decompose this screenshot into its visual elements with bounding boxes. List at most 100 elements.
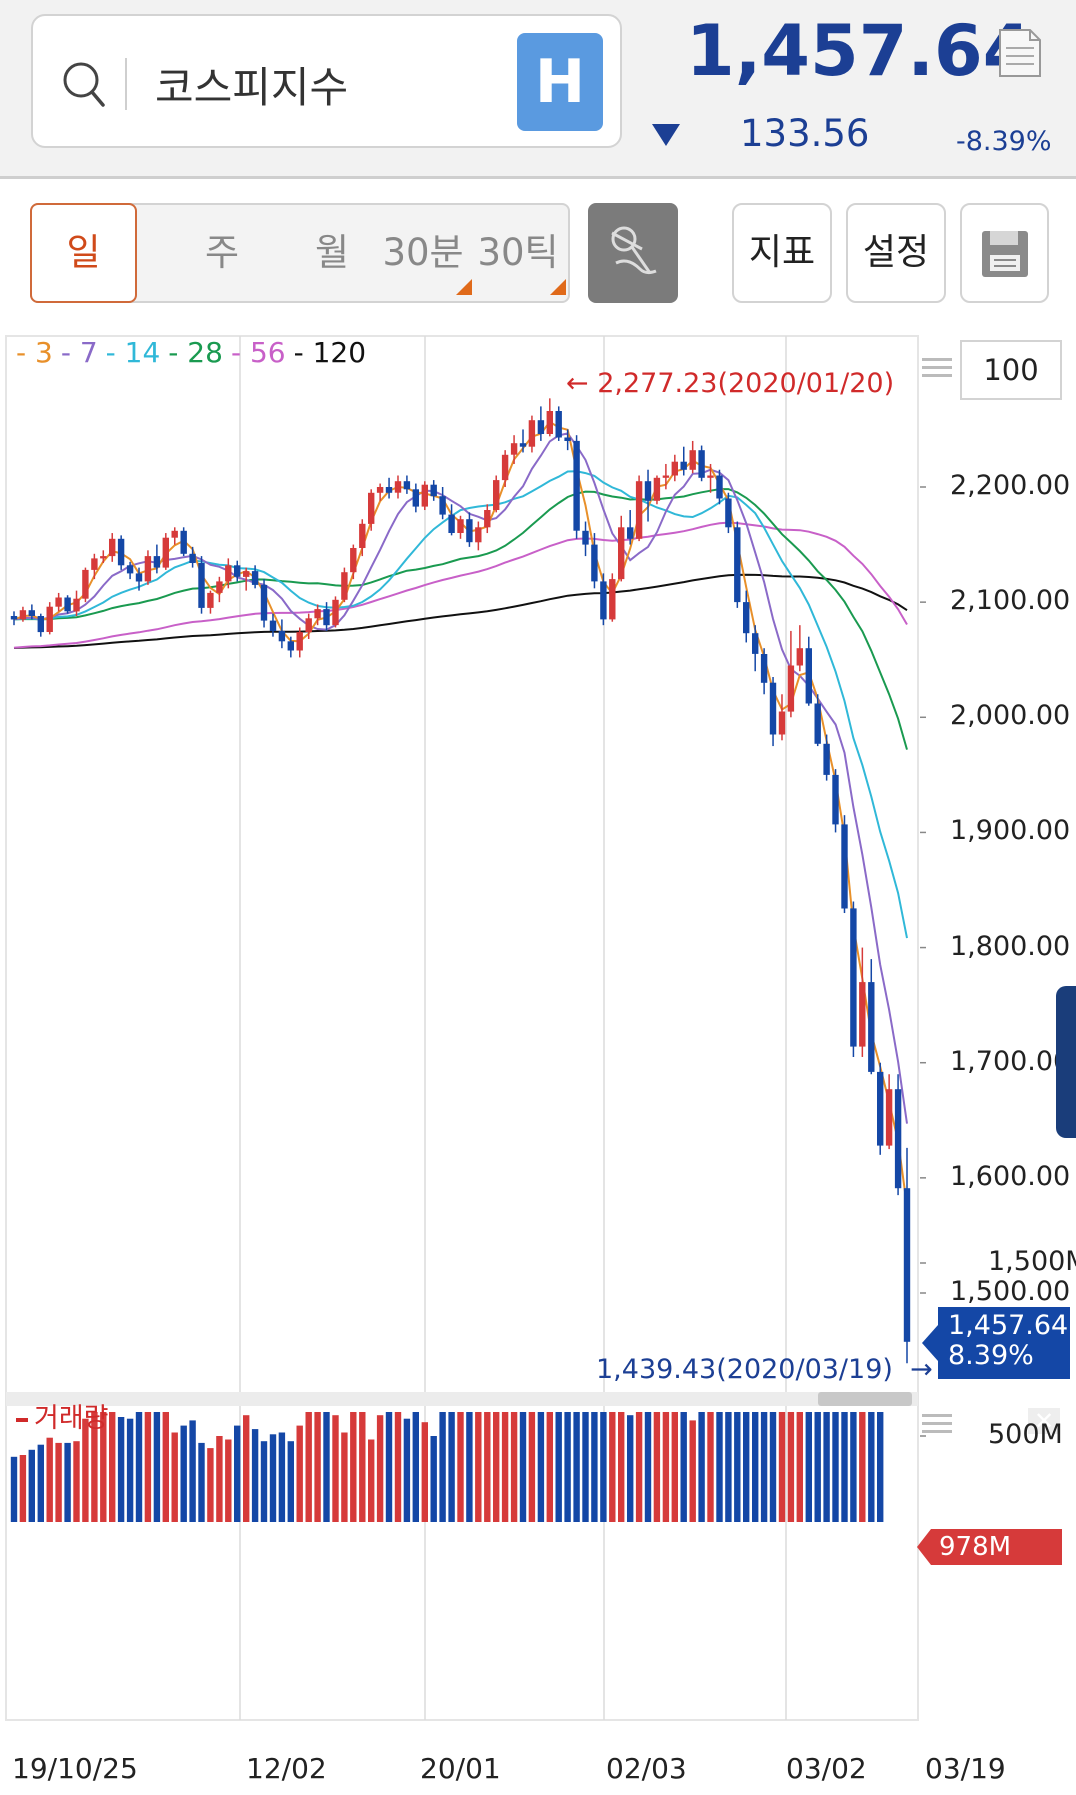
dropdown-corner-icon xyxy=(456,279,472,295)
volume-bar xyxy=(251,1429,259,1522)
candle xyxy=(859,982,866,1047)
volume-bar xyxy=(484,1412,491,1522)
candle xyxy=(421,484,428,507)
legend-item-ma28[interactable]: ‑ 28 xyxy=(168,336,223,369)
price-chart[interactable] xyxy=(0,330,1076,1750)
candle xyxy=(19,610,27,620)
candle xyxy=(725,498,732,528)
legend-item-ma7[interactable]: ‑ 7 xyxy=(60,336,98,369)
volume-bar xyxy=(823,1412,830,1522)
volume-bar xyxy=(787,1412,795,1522)
candle xyxy=(564,437,571,441)
volume-bar xyxy=(716,1412,723,1522)
search-input[interactable]: 코스피지수 xyxy=(155,63,349,112)
candle xyxy=(216,581,223,593)
candle xyxy=(234,565,241,577)
candle xyxy=(135,573,143,582)
volume-bar xyxy=(198,1442,205,1522)
period-30min-tab[interactable]: 30분 xyxy=(368,205,478,301)
document-icon[interactable] xyxy=(998,28,1042,78)
volume-bar xyxy=(162,1412,169,1522)
candle xyxy=(100,556,107,559)
settings-button[interactable]: 설정 xyxy=(846,203,946,303)
zoom-input[interactable]: 100 xyxy=(960,340,1062,400)
candle xyxy=(868,982,875,1072)
candle xyxy=(305,618,312,633)
side-panel-handle[interactable] xyxy=(1056,986,1076,1138)
volume-bar xyxy=(769,1412,777,1522)
candle xyxy=(180,530,187,554)
volume-bar xyxy=(814,1412,821,1522)
volume-bar xyxy=(466,1412,473,1522)
candle xyxy=(126,565,134,574)
legend-item-ma14[interactable]: ‑ 14 xyxy=(105,336,161,369)
period-30tick-tab[interactable]: 30틱 xyxy=(464,205,572,301)
menu-icon[interactable] xyxy=(922,356,952,380)
volume-bar xyxy=(305,1412,312,1522)
period-30tick-label: 30틱 xyxy=(477,231,559,274)
volume-menu-icon[interactable] xyxy=(922,1412,952,1436)
volume-bar xyxy=(680,1412,687,1522)
volume-bar xyxy=(109,1412,116,1522)
volume-bar xyxy=(296,1425,303,1522)
period-week-tab[interactable]: 주 xyxy=(204,231,240,274)
period-month-tab[interactable]: 월 xyxy=(314,231,350,274)
volume-bar xyxy=(207,1448,214,1522)
price-axis-tick: 1,600.00 xyxy=(950,1160,1071,1192)
candle xyxy=(885,1089,893,1146)
period-day-tab[interactable]: 일 xyxy=(30,203,137,303)
volume-bar xyxy=(573,1412,580,1522)
current-price-flag-pct: 8.39% xyxy=(948,1340,1034,1371)
candle xyxy=(225,565,232,582)
search-icon[interactable] xyxy=(59,56,109,112)
candle xyxy=(359,523,366,548)
dropdown-corner-icon xyxy=(550,279,566,295)
volume-bar xyxy=(519,1412,527,1522)
indicator-button[interactable]: 지표 xyxy=(732,203,832,303)
price-change-percent: -8.39% xyxy=(956,126,1052,157)
candle xyxy=(269,620,277,631)
candle xyxy=(323,609,330,626)
search-box[interactable]: 코스피지수 H xyxy=(31,14,622,148)
volume-bar xyxy=(850,1412,857,1522)
candle xyxy=(519,443,527,447)
drawing-tool-button[interactable] xyxy=(588,203,678,303)
search-divider xyxy=(125,58,127,110)
candle xyxy=(805,648,812,704)
save-icon xyxy=(982,231,1028,277)
candle xyxy=(37,616,44,633)
candle xyxy=(796,648,803,666)
close-volume-icon[interactable]: ✕ xyxy=(1028,1408,1060,1434)
volume-bar xyxy=(323,1412,330,1522)
candle xyxy=(332,599,339,626)
ma-line-120 xyxy=(13,573,908,649)
volume-bar xyxy=(796,1412,803,1522)
candle xyxy=(618,527,625,580)
candle xyxy=(260,584,268,621)
legend-item-ma120[interactable]: ‑ 120 xyxy=(293,336,367,369)
candle xyxy=(662,475,670,478)
date-axis-tick: 12/02 xyxy=(246,1752,327,1785)
candle xyxy=(278,630,286,642)
volume-bar xyxy=(117,1417,125,1522)
candle xyxy=(350,548,357,573)
candle xyxy=(528,420,536,447)
h-badge-button[interactable]: H xyxy=(517,33,603,131)
volume-axis-tick: 500M xyxy=(988,1419,1063,1450)
ma-line-28 xyxy=(13,488,908,750)
candle xyxy=(707,475,714,478)
volume-bar xyxy=(698,1412,705,1522)
candle xyxy=(439,496,446,515)
candle xyxy=(689,450,696,470)
candle xyxy=(778,711,786,735)
volume-bar xyxy=(260,1441,268,1522)
volume-bar xyxy=(100,1412,107,1522)
volume-bar xyxy=(662,1412,670,1522)
current-price: 1,457.64 xyxy=(686,10,1032,92)
candle xyxy=(600,581,607,620)
save-button[interactable] xyxy=(960,203,1049,303)
legend-item-ma56[interactable]: ‑ 56 xyxy=(230,336,286,369)
legend-item-ma3[interactable]: ‑ 3 xyxy=(16,336,53,369)
volume-bar xyxy=(734,1412,741,1522)
period-selector: 일 주 월 30분 30틱 xyxy=(30,203,570,303)
